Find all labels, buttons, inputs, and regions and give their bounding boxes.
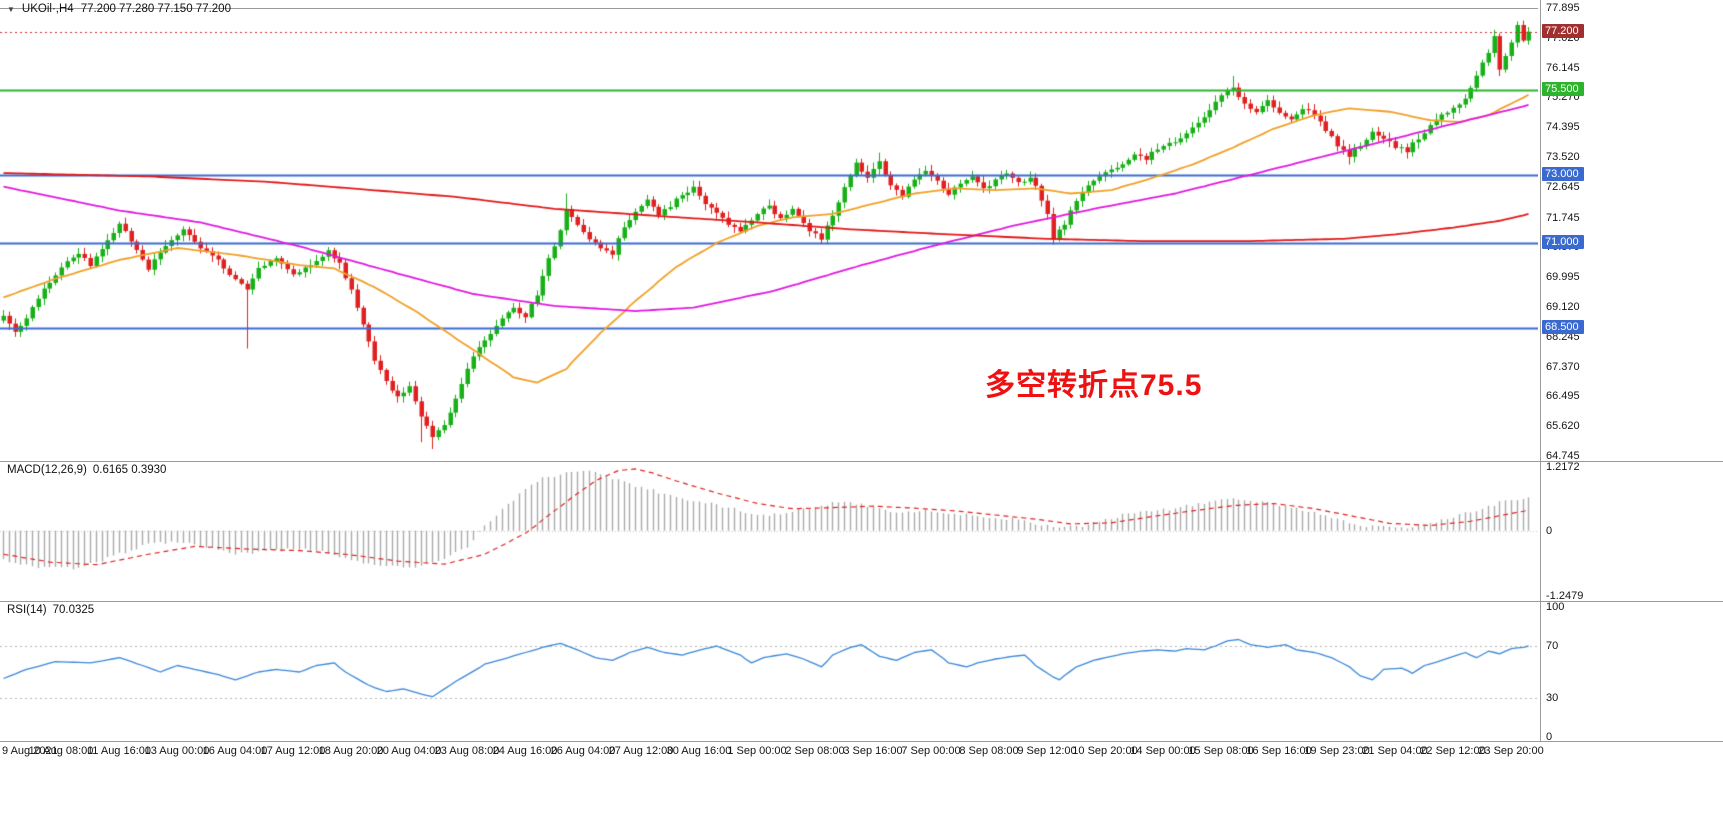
time-label: 10 Aug 08:00 <box>28 745 94 757</box>
time-label: 15 Sep 08:00 <box>1188 745 1254 757</box>
time-label: 18 Aug 20:00 <box>318 745 384 757</box>
time-axis-border <box>0 741 1723 742</box>
rsi-tick: 100 <box>1546 601 1565 613</box>
price-badge: 77.200 <box>1542 23 1584 38</box>
time-label: 19 Sep 23:00 <box>1304 745 1370 757</box>
time-label: 23 Sep 20:00 <box>1478 745 1544 757</box>
macd-tick: -1.2479 <box>1546 590 1584 602</box>
time-label: 16 Aug 04:00 <box>202 745 268 757</box>
time-label: 11 Aug 16:00 <box>86 745 152 757</box>
macd-label: MACD(12,26,9) 0.6165 0.3930 <box>7 464 166 476</box>
ohlc-quote: 77.200 77.280 77.150 77.200 <box>80 3 231 15</box>
price-tick: 65.620 <box>1546 420 1580 433</box>
chart-annotation-text: 多空转折点75.5 <box>985 369 1203 402</box>
symbol-bar: ▼ UKOil·,H4 77.200 77.280 77.150 77.200 <box>7 3 231 15</box>
time-label: 20 Aug 04:00 <box>376 745 442 757</box>
price-tick: 64.745 <box>1546 450 1580 462</box>
price-badge: 73.000 <box>1542 166 1584 181</box>
time-label: 30 Aug 16:00 <box>666 745 732 757</box>
price-badge: 71.000 <box>1542 234 1584 249</box>
time-label: 8 Sep 08:00 <box>959 745 1019 757</box>
symbol-timeframe-label: UKOil·,H4 <box>21 3 74 15</box>
price-tick: 69.995 <box>1546 271 1580 284</box>
time-label: 26 Aug 04:00 <box>550 745 616 757</box>
rsi-tick: 70 <box>1546 640 1559 652</box>
price-axis[interactable]: 77.895 77.020 76.145 75.270 74.395 73.520 72.6… <box>1541 0 1723 743</box>
time-label: 1 Sep 00:00 <box>727 745 787 757</box>
time-label: 23 Aug 08:00 <box>434 745 500 757</box>
price-tick: 66.495 <box>1546 390 1580 403</box>
time-label: 24 Aug 16:00 <box>492 745 558 757</box>
rsi-name: RSI(14) <box>7 604 47 616</box>
main-chart-canvas[interactable] <box>0 0 1538 461</box>
chart-menu-icon[interactable]: ▼ <box>7 4 15 14</box>
macd-values: 0.6165 0.3930 <box>92 464 167 476</box>
macd-tick: 1.2172 <box>1546 461 1580 473</box>
rsi-tick: 30 <box>1546 692 1559 704</box>
price-axis-border <box>1540 0 1541 741</box>
price-tick: 67.370 <box>1546 360 1580 373</box>
macd-tick: 0 <box>1546 524 1553 537</box>
price-tick: 77.895 <box>1546 2 1580 14</box>
price-badge: 75.500 <box>1542 81 1584 96</box>
time-label: 9 Sep 12:00 <box>1017 745 1077 757</box>
price-tick: 72.645 <box>1546 180 1580 193</box>
time-label: 2 Sep 08:00 <box>785 745 845 757</box>
time-label: 27 Aug 12:00 <box>608 745 674 757</box>
macd-indicator-canvas[interactable] <box>0 461 1538 601</box>
time-label: 22 Sep 12:00 <box>1420 745 1486 757</box>
price-tick: 71.745 <box>1546 211 1580 224</box>
time-label: 16 Sep 16:00 <box>1246 745 1312 757</box>
time-label: 13 Aug 00:00 <box>144 745 210 757</box>
rsi-tick: 0 <box>1546 731 1553 743</box>
chart-top-border <box>0 8 1538 9</box>
rsi-indicator-canvas[interactable] <box>0 601 1538 741</box>
macd-name: MACD(12,26,9) <box>7 464 87 476</box>
time-label: 7 Sep 00:00 <box>901 745 961 757</box>
time-axis[interactable]: 9 Aug 2021 10 Aug 08:00 11 Aug 16:00 13 Aug… <box>0 742 1544 764</box>
rsi-label: RSI(14) 70.0325 <box>7 604 94 616</box>
rsi-value: 70.0325 <box>52 604 95 616</box>
time-label: 17 Aug 12:00 <box>260 745 326 757</box>
time-label: 9 Aug 2021 <box>2 745 58 757</box>
price-tick: 73.520 <box>1546 151 1580 164</box>
time-label: 3 Sep 16:00 <box>843 745 903 757</box>
price-tick: 69.120 <box>1546 300 1580 313</box>
time-label: 10 Sep 20:00 <box>1072 745 1138 757</box>
time-label: 21 Sep 04:00 <box>1362 745 1428 757</box>
price-badge: 68.500 <box>1542 320 1584 335</box>
panel-separator-rsi[interactable] <box>0 601 1723 602</box>
panel-separator-macd[interactable] <box>0 461 1723 462</box>
price-tick: 74.395 <box>1546 121 1580 134</box>
time-label: 14 Sep 00:00 <box>1130 745 1196 757</box>
price-tick: 76.145 <box>1546 61 1580 74</box>
